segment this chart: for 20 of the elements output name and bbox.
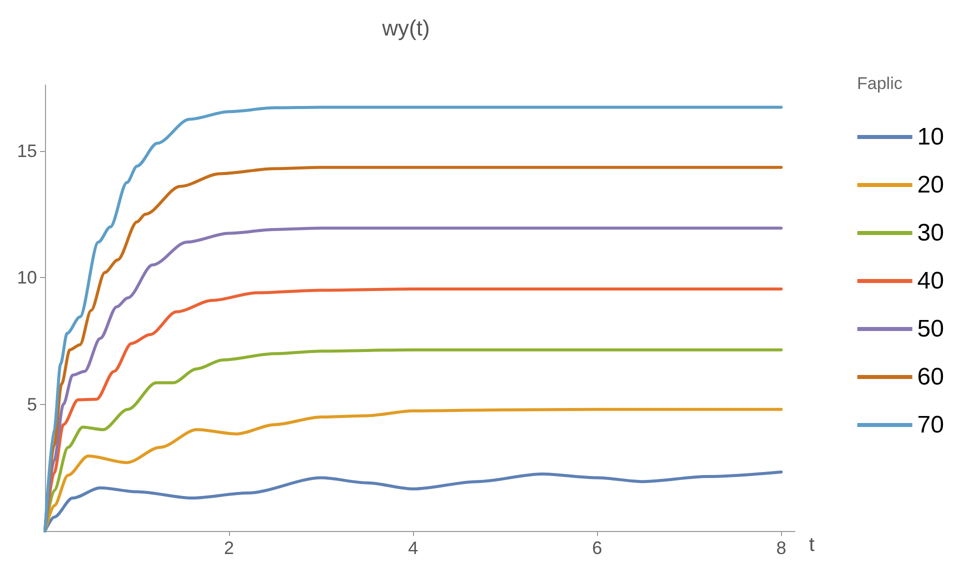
x-axis-title: t	[809, 534, 815, 556]
legend-label: 50	[917, 316, 944, 342]
legend-label: 20	[917, 172, 944, 198]
line-series	[44, 408, 783, 532]
line-series	[44, 470, 783, 532]
x-tick-label: 8	[776, 538, 786, 558]
chart-title: wy(t)	[381, 16, 430, 40]
y-tick-label: 5	[26, 394, 37, 414]
legend-label: 70	[917, 412, 944, 438]
y-tick-label: 15	[16, 140, 37, 161]
line-series	[44, 348, 783, 532]
legend-title: Faplic	[857, 74, 903, 93]
x-tick-label: 6	[592, 538, 602, 558]
legend-label: 40	[917, 268, 944, 294]
y-tick-label: 10	[16, 268, 37, 288]
x-tick-label: 4	[408, 538, 418, 558]
legend-label: 10	[917, 124, 944, 150]
legend-label: 60	[917, 364, 944, 390]
x-tick-label: 2	[224, 538, 234, 558]
legend-label: 30	[917, 220, 944, 246]
